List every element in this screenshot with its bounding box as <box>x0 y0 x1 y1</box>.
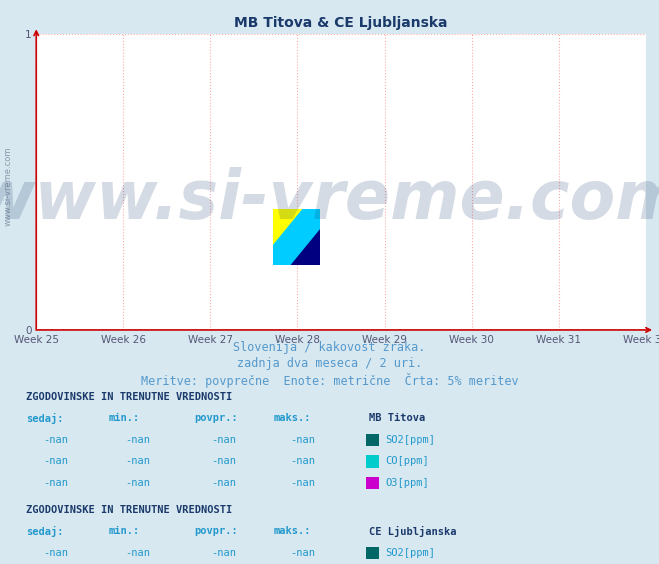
Text: povpr.:: povpr.: <box>194 413 238 424</box>
Polygon shape <box>273 209 320 265</box>
Text: -nan: -nan <box>211 478 236 488</box>
Text: maks.:: maks.: <box>273 413 311 424</box>
Text: -nan: -nan <box>43 456 68 466</box>
Text: maks.:: maks.: <box>273 526 311 536</box>
Text: -nan: -nan <box>211 456 236 466</box>
Text: Slovenija / kakovost zraka.: Slovenija / kakovost zraka. <box>233 341 426 354</box>
Text: -nan: -nan <box>290 548 315 558</box>
Text: -nan: -nan <box>125 456 150 466</box>
Text: ZGODOVINSKE IN TRENUTNE VREDNOSTI: ZGODOVINSKE IN TRENUTNE VREDNOSTI <box>26 392 233 402</box>
Text: O3[ppm]: O3[ppm] <box>386 478 429 488</box>
Text: povpr.:: povpr.: <box>194 526 238 536</box>
Text: -nan: -nan <box>211 548 236 558</box>
Text: -nan: -nan <box>125 548 150 558</box>
Title: MB Titova & CE Ljubljanska: MB Titova & CE Ljubljanska <box>235 16 447 30</box>
Text: sedaj:: sedaj: <box>26 413 64 425</box>
Text: -nan: -nan <box>290 478 315 488</box>
Text: CO[ppm]: CO[ppm] <box>386 456 429 466</box>
Text: SO2[ppm]: SO2[ppm] <box>386 435 436 445</box>
Text: -nan: -nan <box>290 435 315 445</box>
Text: -nan: -nan <box>211 435 236 445</box>
Text: min.:: min.: <box>109 413 140 424</box>
Polygon shape <box>273 209 320 265</box>
Text: -nan: -nan <box>43 478 68 488</box>
Text: www.si-vreme.com: www.si-vreme.com <box>0 167 659 233</box>
Text: sedaj:: sedaj: <box>26 526 64 537</box>
Text: ZGODOVINSKE IN TRENUTNE VREDNOSTI: ZGODOVINSKE IN TRENUTNE VREDNOSTI <box>26 505 233 515</box>
Text: -nan: -nan <box>290 456 315 466</box>
Text: min.:: min.: <box>109 526 140 536</box>
Text: CE Ljubljanska: CE Ljubljanska <box>369 526 457 537</box>
Text: -nan: -nan <box>43 548 68 558</box>
Text: Meritve: povprečne  Enote: metrične  Črta: 5% meritev: Meritve: povprečne Enote: metrične Črta:… <box>140 373 519 388</box>
Text: -nan: -nan <box>43 435 68 445</box>
Polygon shape <box>273 209 320 265</box>
Text: SO2[ppm]: SO2[ppm] <box>386 548 436 558</box>
Text: zadnja dva meseca / 2 uri.: zadnja dva meseca / 2 uri. <box>237 357 422 370</box>
Text: -nan: -nan <box>125 435 150 445</box>
Text: -nan: -nan <box>125 478 150 488</box>
Text: MB Titova: MB Titova <box>369 413 425 424</box>
Text: www.si-vreme.com: www.si-vreme.com <box>3 147 13 226</box>
